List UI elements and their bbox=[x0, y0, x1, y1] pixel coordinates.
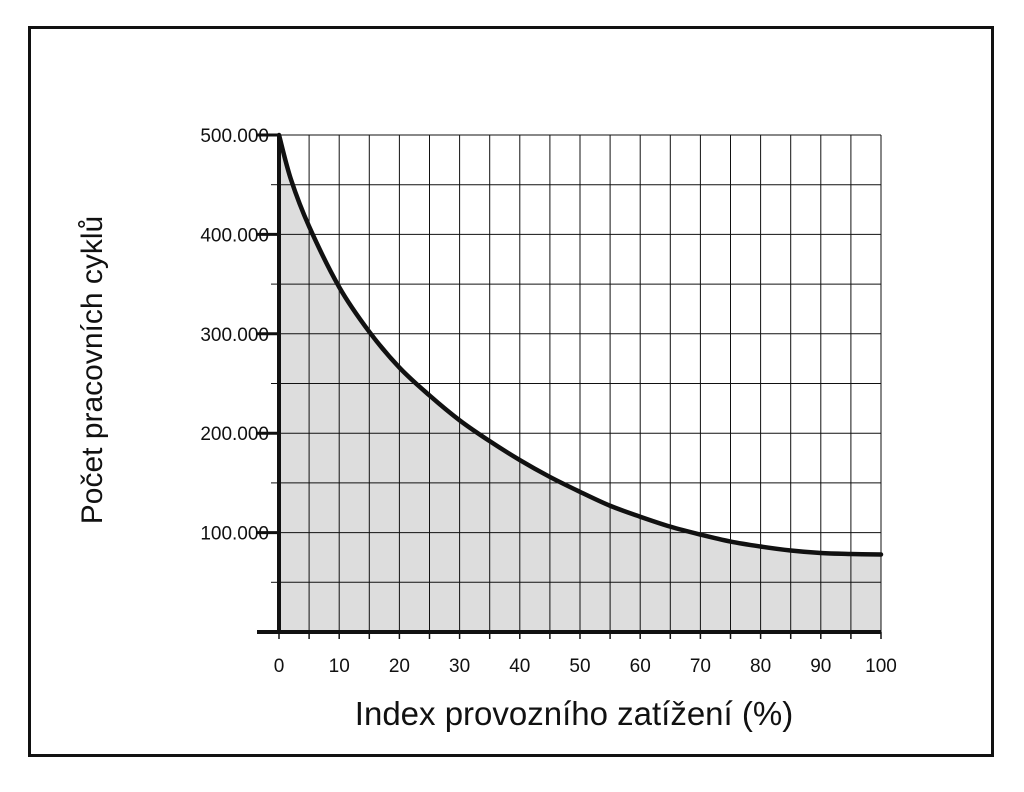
x-tick-label: 100 bbox=[865, 656, 897, 677]
x-tick-label: 30 bbox=[449, 656, 470, 677]
plot-area: 100.000 200.000 300.000 400.000 500.000 0 10 20… bbox=[200, 126, 897, 677]
y-axis-title: Počet pracovních cyklů bbox=[76, 216, 109, 524]
series-line bbox=[276, 132, 884, 557]
x-tick-label: 50 bbox=[569, 656, 590, 677]
x-tick-label: 90 bbox=[810, 656, 831, 677]
y-tick-label: 500.000 bbox=[200, 126, 269, 147]
x-tick-label: 40 bbox=[509, 656, 530, 677]
x-tick-label: 0 bbox=[274, 656, 285, 677]
x-tick-label: 20 bbox=[389, 656, 410, 677]
x-tick-label: 70 bbox=[690, 656, 711, 677]
x-tick-label: 10 bbox=[329, 656, 350, 677]
chart-frame bbox=[28, 26, 994, 757]
y-tick-label: 200.000 bbox=[200, 424, 269, 445]
x-axis-title: Index provozního zatížení (%) bbox=[355, 695, 793, 732]
y-tick-label: 400.000 bbox=[200, 225, 269, 246]
y-tick-label: 100.000 bbox=[200, 524, 269, 545]
x-tick-label: 80 bbox=[750, 656, 771, 677]
x-tick-label: 60 bbox=[630, 656, 651, 677]
y-tick-label: 300.000 bbox=[200, 325, 269, 346]
